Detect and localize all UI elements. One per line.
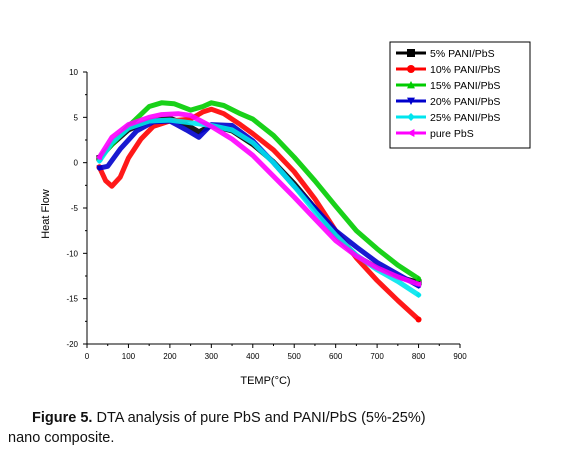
y-tick-label: 0: [74, 159, 79, 168]
legend-label: pure PbS: [430, 128, 474, 140]
legend-marker: [407, 129, 415, 137]
series-line: [96, 117, 422, 298]
legend-marker: [407, 81, 415, 89]
y-axis-title: Heat Flow: [40, 189, 52, 239]
series-start-marker: [96, 165, 103, 172]
series-start-marker: [96, 154, 102, 161]
y-tick-label: -10: [66, 249, 78, 258]
x-tick-label: 300: [205, 352, 219, 361]
axes: 10 5 0 -5 -10 -15 -20 0 100 200 300 400 500 600 700 800…: [40, 68, 467, 387]
x-tick-label: 100: [122, 352, 136, 361]
series-2: [96, 106, 422, 323]
legend-label: 10% PANI/PbS: [430, 64, 500, 76]
legend-marker: [407, 97, 415, 105]
x-tick-label: 200: [163, 352, 177, 361]
legend-label: 5% PANI/PbS: [430, 48, 495, 60]
y-tick-label: -20: [66, 340, 78, 349]
legend-marker: [407, 49, 415, 57]
series-end-marker: [415, 275, 422, 282]
legend-entry: 5% PANI/PbS: [396, 48, 495, 60]
x-axis-title: TEMP(°C): [240, 375, 290, 387]
series-end-marker: [415, 281, 422, 288]
series-end-marker: [415, 292, 422, 299]
legend-entry: 25% PANI/PbS: [396, 112, 500, 124]
dta-chart: 10 5 0 -5 -10 -15 -20 0 100 200 300 400 500 600 700 800…: [40, 41, 531, 387]
legend-marker: [407, 65, 415, 73]
x-tick-label: 800: [412, 352, 426, 361]
legend-entry: 20% PANI/PbS: [396, 96, 500, 108]
series-end-marker: [415, 316, 422, 323]
series-line: [96, 106, 422, 322]
legend-entry: pure PbS: [396, 128, 474, 140]
caption-line-1: DTA analysis of pure PbS and PANI/PbS (5…: [96, 410, 426, 426]
series-3: [96, 100, 422, 282]
series-line: [96, 111, 422, 287]
x-tick-label: 400: [246, 352, 260, 361]
legend-label: 20% PANI/PbS: [430, 96, 500, 108]
series-line: [96, 100, 422, 282]
legend-label: 15% PANI/PbS: [430, 80, 500, 92]
x-tick-label: 500: [288, 352, 302, 361]
y-tick-label: 10: [69, 68, 78, 77]
series-5: [96, 117, 422, 299]
legend-entry: 10% PANI/PbS: [396, 64, 500, 76]
x-tick-label: 0: [85, 352, 90, 361]
series-6: [96, 111, 422, 288]
figure-caption: Figure 5. DTA analysis of pure PbS and P…: [8, 408, 563, 448]
caption-label: Figure 5.: [32, 410, 93, 426]
series-line: [96, 118, 422, 289]
legend-label: 25% PANI/PbS: [430, 112, 500, 124]
x-tick-label: 900: [453, 352, 467, 361]
y-tick-label: -5: [71, 204, 79, 213]
y-tick-label: 5: [74, 113, 79, 122]
x-tick-label: 600: [329, 352, 343, 361]
legend-marker: [407, 113, 415, 121]
y-tick-label: -15: [66, 295, 78, 304]
legend: 5% PANI/PbS 10% PANI/PbS 15% PANI/PbS 20% P…: [389, 41, 531, 149]
x-tick-label: 700: [370, 352, 384, 361]
series-layer: [96, 100, 422, 323]
caption-line-2: nano composite.: [8, 430, 115, 446]
legend-entry: 15% PANI/PbS: [396, 80, 500, 92]
